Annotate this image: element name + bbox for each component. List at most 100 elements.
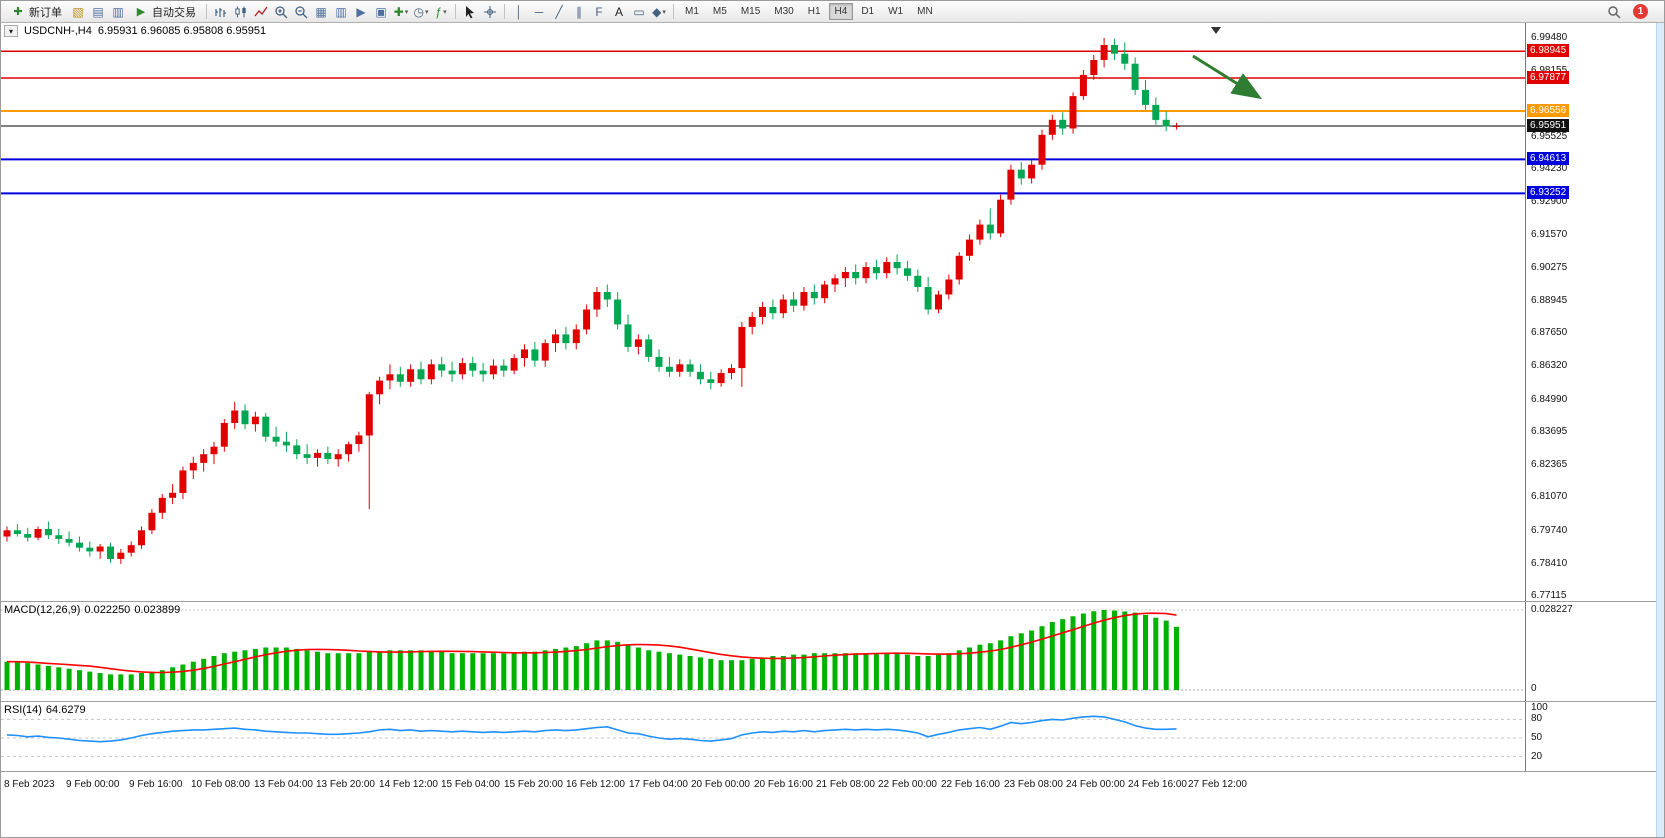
candle	[821, 284, 829, 299]
candle	[148, 512, 156, 531]
macd-bar	[904, 654, 910, 690]
macd-label: MACD(12,26,9)	[4, 604, 81, 616]
rsi-axis-label: 20	[1531, 751, 1543, 762]
timeframe-h4-button[interactable]: H4	[828, 3, 854, 20]
text-icon[interactable]: A	[614, 4, 623, 19]
price-chart[interactable]	[1, 23, 1525, 601]
rsi-axis-label: 80	[1531, 713, 1543, 724]
bar-chart-icon[interactable]	[211, 2, 231, 21]
macd-bar	[853, 653, 859, 690]
candle	[862, 267, 870, 279]
chart-shift-icon[interactable]: ▥	[335, 4, 347, 19]
price-axis[interactable]: 6.99480 6.98155 6.95525 6.94230 6.92900 6.915…	[1525, 23, 1656, 601]
macd-bar	[635, 647, 641, 690]
candle	[966, 239, 973, 256]
candle	[427, 364, 435, 380]
macd-chart[interactable]	[1, 602, 1525, 702]
rsi-chart[interactable]	[1, 702, 1525, 772]
timeframe-m30-button[interactable]: M30	[768, 3, 799, 20]
macd-bar	[946, 653, 952, 690]
time-axis[interactable]: 8 Feb 2023 9 Feb 00:00 9 Feb 16:00 10 Feb 0…	[1, 771, 1656, 795]
collapse-chart-icon[interactable]: ▾	[4, 25, 18, 37]
shapes-dropdown-icon[interactable]: ▾	[662, 8, 666, 16]
crosshair-icon[interactable]	[480, 2, 500, 21]
chart-autoscroll-icon[interactable]: ▶	[356, 4, 366, 19]
macd-bar	[1122, 611, 1128, 690]
candle	[448, 370, 456, 375]
time-axis-label: 22 Feb 00:00	[878, 779, 937, 790]
trend-arrow-annotation[interactable]	[1192, 54, 1263, 100]
price-axis-label: 6.83695	[1531, 426, 1568, 437]
rsi-axis[interactable]: 100 80 50 20	[1525, 702, 1656, 771]
macd-bar	[936, 654, 941, 690]
cursor-icon[interactable]	[460, 2, 480, 21]
zoom-in-icon[interactable]	[271, 2, 291, 21]
macd-bar	[739, 660, 745, 690]
macd-bar	[1112, 610, 1117, 690]
candle	[262, 416, 270, 437]
macd-bar	[1091, 611, 1097, 690]
macd-bar	[1039, 626, 1045, 690]
trendline-icon[interactable]: ╱	[555, 4, 563, 19]
line-chart-icon[interactable]	[251, 2, 271, 21]
market-watch-icon[interactable]: ▤	[92, 4, 104, 19]
time-axis-label: 13 Feb 04:00	[254, 779, 313, 790]
arrange-windows-icon[interactable]: ▣	[375, 4, 387, 19]
horizontal-line-icon[interactable]: ─	[534, 4, 544, 19]
fibonacci-icon[interactable]: F	[595, 4, 603, 19]
main-toolbar: ✚ 新订单 ▧ ▤ ▥ ▶ 自动交易 ▦ ▥ ▶ ▣ ✚ ▾ ◷ ▾ ƒ ▾ │ ─ ╱ ∥ F A ▭ ◆ ▾ M1…	[1, 1, 1664, 23]
candlestick-chart-icon[interactable]	[231, 2, 251, 21]
timeframe-w1-button[interactable]: W1	[882, 3, 909, 20]
candle	[355, 435, 363, 445]
macd-bar	[118, 674, 124, 690]
timeframe-m5-button[interactable]: M5	[707, 3, 733, 20]
price-axis-label: 6.87650	[1531, 327, 1568, 338]
candle	[127, 545, 135, 553]
tile-windows-icon[interactable]: ▦	[315, 4, 327, 19]
candle	[334, 454, 342, 460]
notification-badge[interactable]: 1	[1633, 4, 1648, 19]
search-icon[interactable]	[1604, 2, 1624, 21]
autotrading-button[interactable]: ▶ 自动交易	[128, 2, 202, 22]
chart-shift-marker[interactable]	[1211, 27, 1221, 34]
candle	[76, 542, 83, 548]
vertical-scrollbar[interactable]	[1656, 23, 1664, 837]
macd-bar	[232, 651, 238, 690]
charts-profile-icon[interactable]: ▧	[72, 4, 84, 19]
shapes-icon[interactable]: ◆ ▾	[652, 4, 666, 19]
timeframe-m15-button[interactable]: M15	[735, 3, 766, 20]
indicators-icon[interactable]: ƒ ▾	[435, 4, 447, 19]
macd-bar	[977, 644, 983, 690]
channel-icon[interactable]: ∥	[576, 4, 582, 19]
candle	[541, 343, 549, 361]
macd-bar	[956, 650, 962, 690]
zoom-out-icon[interactable]	[291, 2, 311, 21]
price-axis-label: 6.91570	[1531, 229, 1568, 240]
label-icon[interactable]: ▭	[633, 4, 645, 19]
vertical-line-icon[interactable]: │	[515, 4, 523, 19]
period-clock-dropdown-icon[interactable]: ▾	[424, 8, 429, 16]
period-clock-icon[interactable]: ◷ ▾	[413, 4, 429, 19]
macd-axis[interactable]: 0.028227 0	[1525, 602, 1656, 701]
macd-bar	[697, 657, 703, 690]
indicators-dropdown-icon[interactable]: ▾	[443, 8, 447, 16]
macd-bar	[418, 650, 424, 690]
timeframe-d1-button[interactable]: D1	[855, 3, 880, 20]
macd-bar	[4, 661, 10, 690]
macd-bar	[263, 647, 269, 690]
new-chart-icon[interactable]: ✚ ▾	[393, 4, 409, 19]
new-chart-dropdown-icon[interactable]: ▾	[404, 8, 409, 16]
timeframe-mn-button[interactable]: MN	[911, 3, 939, 20]
timeframe-m1-button[interactable]: M1	[679, 3, 705, 20]
candle	[1111, 45, 1118, 54]
new-order-button[interactable]: ✚ 新订单	[5, 2, 68, 22]
candle	[303, 454, 311, 458]
macd-bar	[35, 664, 41, 690]
timeframe-h1-button[interactable]: H1	[802, 3, 827, 20]
time-axis-label: 15 Feb 04:00	[441, 779, 500, 790]
candle	[438, 364, 446, 371]
price-axis-label: 6.79740	[1531, 525, 1568, 536]
data-window-icon[interactable]: ▥	[112, 4, 124, 19]
price-axis-label: 6.84990	[1531, 394, 1568, 405]
price-axis-label: 6.78410	[1531, 558, 1568, 569]
